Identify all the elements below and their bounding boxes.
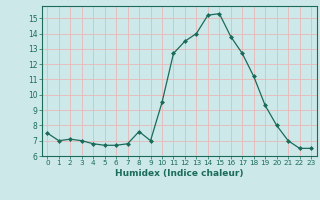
X-axis label: Humidex (Indice chaleur): Humidex (Indice chaleur) bbox=[115, 169, 244, 178]
